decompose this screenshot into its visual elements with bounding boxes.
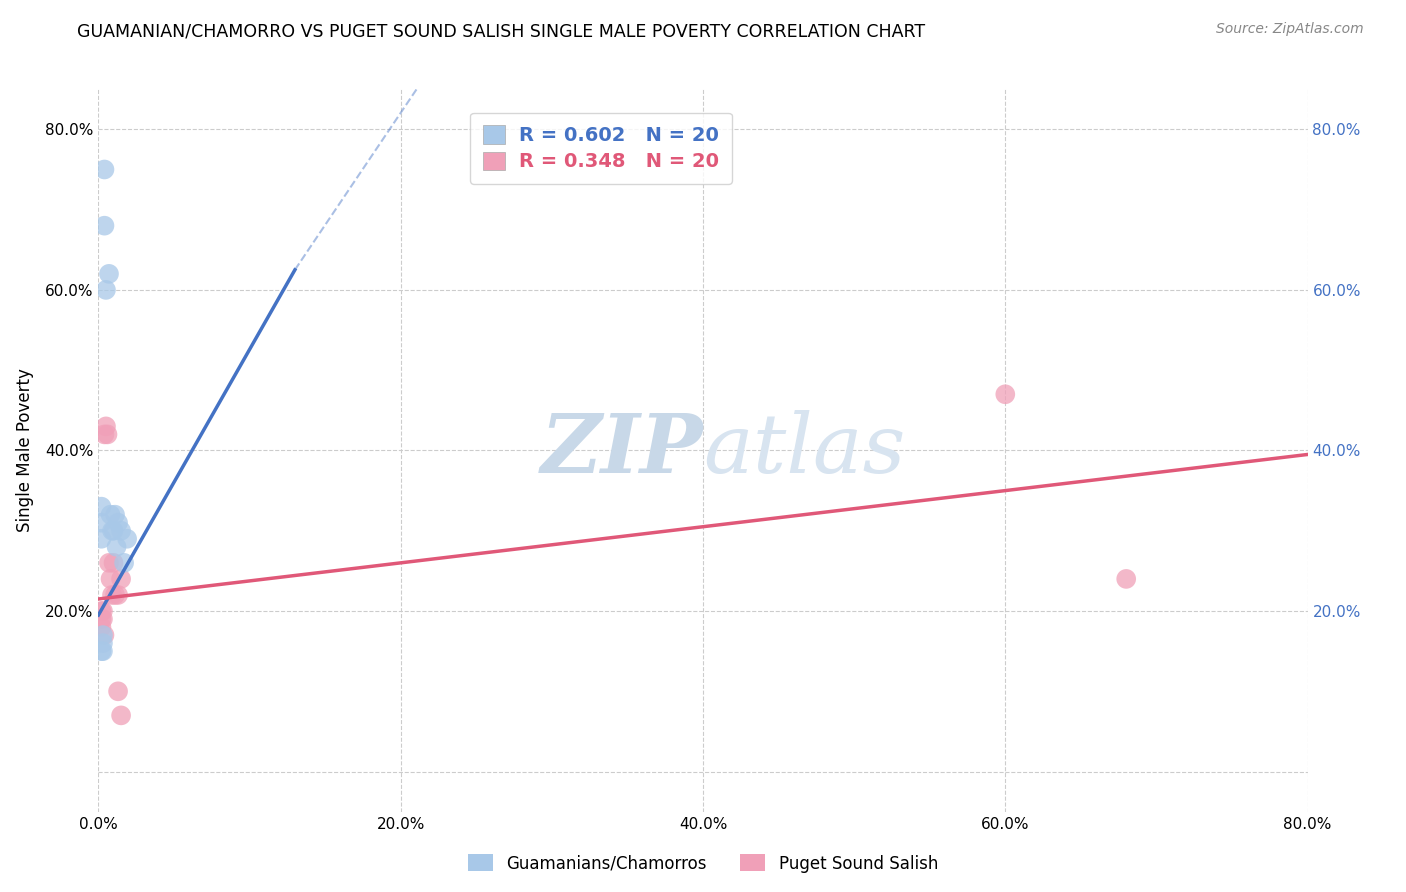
Y-axis label: Single Male Poverty: Single Male Poverty: [15, 368, 34, 533]
Text: Source: ZipAtlas.com: Source: ZipAtlas.com: [1216, 22, 1364, 37]
Point: [91, 628, 114, 642]
Text: ZIP: ZIP: [540, 410, 703, 491]
Text: atlas: atlas: [703, 410, 905, 491]
Point: [110, 572, 132, 586]
Point: [101, 588, 124, 602]
Point: [90, 532, 112, 546]
Point: [91, 644, 114, 658]
Text: GUAMANIAN/CHAMORRO VS PUGET SOUND SALISH SINGLE MALE POVERTY CORRELATION CHART: GUAMANIAN/CHAMORRO VS PUGET SOUND SALISH…: [77, 22, 925, 40]
Point: [115, 532, 138, 546]
Point: [90, 500, 112, 514]
Point: [90, 620, 112, 634]
Point: [104, 588, 127, 602]
Point: [103, 524, 125, 538]
Point: [105, 540, 128, 554]
Point: [94, 283, 117, 297]
Point: [91, 604, 114, 618]
Point: [100, 572, 122, 586]
Point: [112, 556, 135, 570]
Point: [107, 684, 129, 698]
Point: [104, 508, 127, 522]
Point: [93, 162, 115, 177]
Point: [110, 524, 132, 538]
Point: [110, 708, 132, 723]
Point: [90, 612, 112, 626]
Point: [96, 427, 118, 442]
Point: [994, 387, 1017, 401]
Point: [90, 516, 112, 530]
Point: [107, 588, 129, 602]
Point: [94, 419, 117, 434]
Point: [100, 508, 122, 522]
Point: [103, 556, 125, 570]
Point: [91, 612, 114, 626]
Point: [107, 516, 129, 530]
Point: [93, 219, 115, 233]
Point: [91, 636, 114, 650]
Legend: Guamanians/Chamorros, Puget Sound Salish: Guamanians/Chamorros, Puget Sound Salish: [461, 847, 945, 880]
Point: [98, 267, 121, 281]
Point: [101, 524, 124, 538]
Point: [93, 427, 115, 442]
Point: [90, 644, 112, 658]
Point: [90, 604, 112, 618]
Point: [98, 556, 121, 570]
Point: [93, 628, 115, 642]
Legend: R = 0.602   N = 20, R = 0.348   N = 20: R = 0.602 N = 20, R = 0.348 N = 20: [470, 112, 731, 184]
Point: [1115, 572, 1137, 586]
